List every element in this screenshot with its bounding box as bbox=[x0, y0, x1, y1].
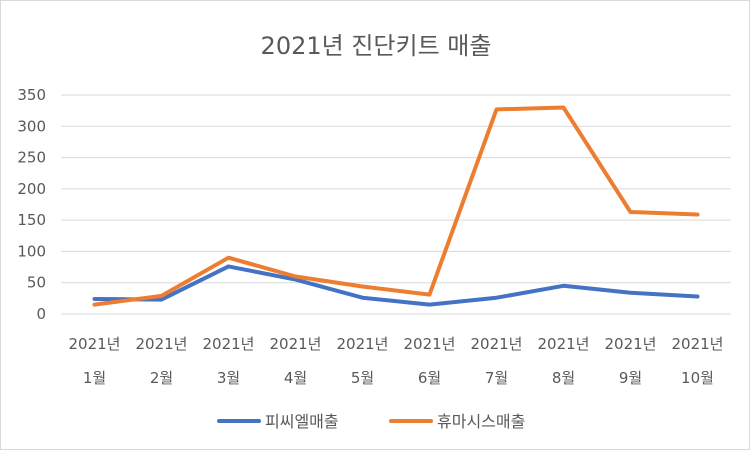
x-tick-label: 3월 bbox=[217, 369, 240, 387]
x-tick-label: 1월 bbox=[83, 369, 106, 387]
x-tick-label: 2월 bbox=[150, 369, 173, 387]
y-tick-label: 250 bbox=[17, 149, 46, 167]
legend-label: 휴마시스매출 bbox=[437, 412, 525, 431]
series-line-1 bbox=[92, 105, 700, 307]
x-tick-label: 5월 bbox=[351, 369, 374, 387]
x-tick-label: 7월 bbox=[485, 369, 508, 387]
x-tick-label: 2021년 bbox=[337, 335, 389, 353]
chart-title: 2021년 진단키트 매출 bbox=[261, 32, 492, 60]
x-tick-label: 2021년 bbox=[270, 335, 322, 353]
x-tick-label: 2021년 bbox=[672, 335, 724, 353]
x-axis-ticks: 2021년 1월 2021년 2월 2021년 3월 2021년 4월 2021년 5월 2021년… bbox=[69, 335, 724, 387]
series-lines bbox=[92, 105, 700, 307]
x-tick-label: 2021년 bbox=[203, 335, 255, 353]
x-tick-label: 2021년 bbox=[404, 335, 456, 353]
legend: 피씨엘매출 휴마시스매출 bbox=[217, 412, 525, 431]
x-tick-label: 2021년 bbox=[471, 335, 523, 353]
y-tick-label: 300 bbox=[17, 117, 46, 135]
y-tick-label: 50 bbox=[27, 274, 46, 292]
x-tick-label: 2021년 bbox=[69, 335, 121, 353]
legend-label: 피씨엘매출 bbox=[265, 412, 339, 431]
x-tick-label: 2021년 bbox=[136, 335, 188, 353]
x-tick-label: 4월 bbox=[284, 369, 307, 387]
gridlines bbox=[61, 94, 731, 315]
y-tick-label: 350 bbox=[17, 86, 46, 104]
x-tick-label: 2021년 bbox=[538, 335, 590, 353]
series-line-0 bbox=[92, 264, 700, 307]
y-tick-label: 0 bbox=[36, 305, 46, 323]
y-tick-label: 200 bbox=[17, 180, 46, 198]
y-tick-label: 100 bbox=[17, 242, 46, 260]
x-tick-label: 6월 bbox=[418, 369, 441, 387]
x-tick-label: 10월 bbox=[681, 369, 714, 387]
x-tick-label: 8월 bbox=[552, 369, 575, 387]
x-tick-label: 2021년 bbox=[605, 335, 657, 353]
x-tick-label: 9월 bbox=[619, 369, 642, 387]
y-tick-label: 150 bbox=[17, 211, 46, 229]
y-axis-ticks: 0 50 100 150 200 250 300 350 bbox=[17, 86, 46, 323]
